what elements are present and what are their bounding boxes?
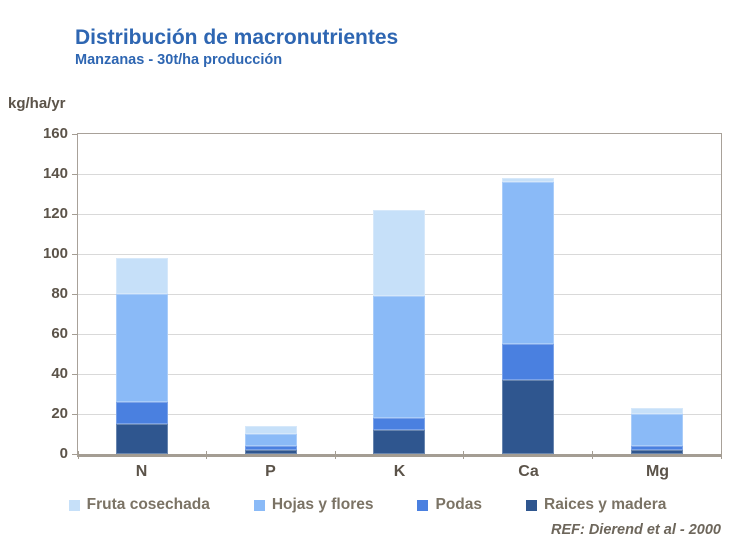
bar-segment-mg-fruta-cosechada bbox=[630, 408, 683, 414]
x-tick-mark-3 bbox=[463, 451, 465, 459]
chart-subtitle: Manzanas - 30t/ha producción bbox=[75, 52, 283, 68]
legend-swatch-raices-y-madera bbox=[526, 499, 537, 511]
y-tick-label-120: 120 bbox=[42, 205, 68, 222]
chart-title: Distribución de macronutrientes bbox=[75, 26, 399, 49]
y-tick-mark-60 bbox=[72, 333, 77, 335]
bar-segment-n-hojas-y-flores bbox=[116, 294, 169, 402]
y-tick-label-20: 20 bbox=[51, 405, 68, 422]
y-axis-tick-labels: 0 20 40 60 80 100 120 140 160 bbox=[0, 125, 68, 462]
bar-segment-p-podas bbox=[244, 446, 297, 450]
plot-area bbox=[72, 133, 722, 459]
bar-segment-k-raices-y-madera bbox=[373, 430, 426, 454]
x-tick-label-p: P bbox=[265, 463, 276, 480]
x-tick-label-n: N bbox=[135, 463, 148, 480]
bar-segment-mg-hojas-y-flores bbox=[630, 414, 683, 446]
bar-slot-n bbox=[78, 134, 207, 454]
x-tick-mark-2 bbox=[334, 451, 336, 459]
legend-label-fruta-cosechada: Fruta cosechada bbox=[86, 496, 210, 513]
bar-slot-ca bbox=[464, 134, 593, 454]
bar-segment-ca-raices-y-madera bbox=[502, 380, 555, 454]
bar-segment-ca-hojas-y-flores bbox=[502, 182, 555, 344]
bar-n bbox=[116, 134, 169, 454]
gridline-140 bbox=[78, 173, 721, 175]
bar-segment-p-raices-y-madera bbox=[244, 450, 297, 454]
x-tick-mark-5 bbox=[720, 451, 722, 459]
bar-segment-p-hojas-y-flores bbox=[244, 434, 297, 446]
y-tick-mark-160 bbox=[72, 133, 77, 135]
bar-slot-k bbox=[335, 134, 464, 454]
y-tick-mark-140 bbox=[72, 173, 77, 175]
bar-segment-n-podas bbox=[116, 402, 169, 424]
bar-segment-n-raices-y-madera bbox=[116, 424, 169, 454]
x-tick-label-k: K bbox=[393, 463, 406, 480]
bar-segment-p-fruta-cosechada bbox=[244, 426, 297, 434]
x-tick-mark-1 bbox=[206, 451, 208, 459]
y-tick-label-0: 0 bbox=[59, 445, 68, 462]
y-tick-label-140: 140 bbox=[42, 165, 68, 182]
x-tick-label-mg: Mg bbox=[645, 463, 670, 480]
x-tick-mark-4 bbox=[591, 451, 593, 459]
x-tick-label-ca: Ca bbox=[518, 463, 539, 480]
legend-swatch-podas bbox=[417, 499, 429, 511]
bar-ca bbox=[502, 134, 555, 454]
bar-segment-k-hojas-y-flores bbox=[373, 296, 426, 418]
y-tick-mark-80 bbox=[72, 293, 77, 295]
bar-slot-mg bbox=[592, 134, 721, 454]
legend-label-podas: Podas bbox=[435, 496, 482, 513]
bar-segment-mg-podas bbox=[630, 446, 683, 450]
y-tick-mark-0 bbox=[72, 453, 77, 455]
bar-k bbox=[373, 134, 426, 454]
y-axis-title: kg/ha/yr bbox=[8, 95, 66, 112]
bar-segment-n-fruta-cosechada bbox=[116, 258, 169, 294]
bar-segment-mg-raices-y-madera bbox=[630, 450, 683, 454]
legend-item-fruta-cosechada: Fruta cosechada bbox=[68, 496, 210, 514]
bar-slot-p bbox=[207, 134, 336, 454]
legend-item-hojas-y-flores: Hojas y flores bbox=[253, 496, 374, 514]
bar-mg bbox=[630, 134, 683, 454]
legend-item-raices-y-madera: Raices y madera bbox=[526, 496, 666, 514]
bar-p bbox=[244, 134, 297, 454]
bar-segment-k-podas bbox=[373, 418, 426, 430]
y-tick-mark-40 bbox=[72, 373, 77, 375]
x-axis-tick-labels: N P K Ca Mg bbox=[77, 463, 722, 481]
legend: Fruta cosechada Hojas y flores Podas Raices… bbox=[0, 496, 735, 514]
y-tick-mark-120 bbox=[72, 213, 77, 215]
legend-item-podas: Podas bbox=[417, 496, 482, 514]
y-tick-label-160: 160 bbox=[42, 125, 68, 142]
legend-label-hojas-y-flores: Hojas y flores bbox=[271, 496, 374, 513]
bar-segment-ca-podas bbox=[502, 344, 555, 380]
legend-swatch-hojas-y-flores bbox=[253, 499, 265, 511]
legend-swatch-fruta-cosechada bbox=[68, 499, 80, 511]
y-tick-label-80: 80 bbox=[51, 285, 68, 302]
bar-segment-k-fruta-cosechada bbox=[373, 210, 426, 296]
bar-segment-ca-fruta-cosechada bbox=[502, 178, 555, 182]
x-tick-mark-0 bbox=[77, 451, 79, 459]
y-tick-label-100: 100 bbox=[42, 245, 68, 262]
y-tick-label-60: 60 bbox=[51, 325, 68, 342]
y-tick-mark-100 bbox=[72, 253, 77, 255]
legend-label-raices-y-madera: Raices y madera bbox=[544, 496, 667, 513]
y-tick-label-40: 40 bbox=[51, 365, 68, 382]
reference-note: REF: Dierend et al - 2000 bbox=[550, 522, 721, 538]
y-tick-mark-20 bbox=[72, 413, 77, 415]
